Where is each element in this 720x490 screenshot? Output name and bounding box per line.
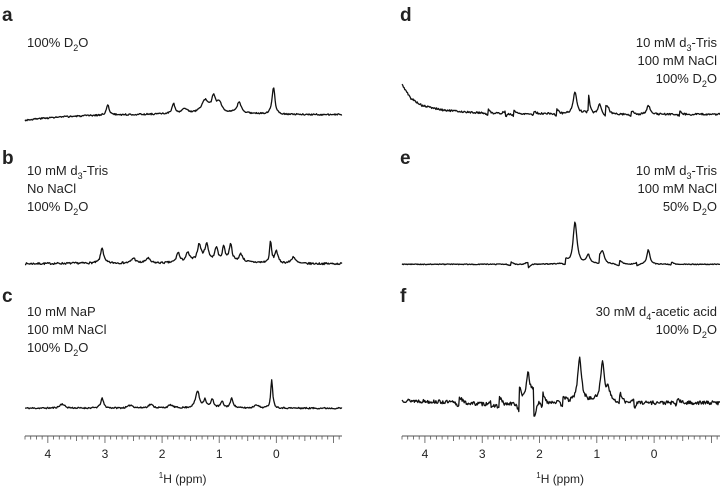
panel-label: a xyxy=(2,5,13,26)
panel-label: c xyxy=(2,286,13,307)
spectrum-trace xyxy=(25,379,343,410)
condition-line: 100 mM NaCl xyxy=(27,322,107,337)
panel-label: f xyxy=(400,286,407,307)
condition-line: 30 mM d4-acetic acid xyxy=(596,304,717,322)
x-axis-label: 1H (ppm) xyxy=(159,471,207,486)
condition-line: 10 mM d3-Tris xyxy=(636,35,718,53)
condition-line: 100 mM NaCl xyxy=(638,53,718,68)
tick-label: 2 xyxy=(159,447,166,461)
condition-line: 100% D2O xyxy=(27,35,88,53)
panel-label: b xyxy=(2,148,14,169)
condition-line: 100% D2O xyxy=(27,199,88,217)
tick-label: 3 xyxy=(102,447,109,461)
panel-label: d xyxy=(400,5,412,26)
tick-label: 2 xyxy=(536,447,543,461)
spectrum-trace xyxy=(401,83,720,118)
tick-label: 4 xyxy=(45,447,52,461)
spectrum-trace xyxy=(24,87,343,122)
x-axis-left: 4 3 2 1 0 1H (ppm) xyxy=(24,435,342,486)
panel-c: c 10 mM NaP 100 mM NaCl 100% D2O xyxy=(2,286,343,410)
spectrum-trace xyxy=(401,356,720,417)
tick-label: 3 xyxy=(479,447,486,461)
condition-line: 100 mM NaCl xyxy=(638,181,718,196)
condition-line: 10 mM d3-Tris xyxy=(636,163,718,181)
tick-label: 4 xyxy=(422,447,429,461)
condition-line: No NaCl xyxy=(27,181,76,196)
tick-label: 0 xyxy=(651,447,658,461)
condition-line: 100% D2O xyxy=(27,340,88,358)
tick-label: 0 xyxy=(273,447,280,461)
condition-line: 100% D2O xyxy=(656,71,717,89)
tick-label: 1 xyxy=(216,447,223,461)
condition-line: 10 mM NaP xyxy=(27,304,96,319)
spectrum-trace xyxy=(24,240,343,266)
tick-label: 1 xyxy=(593,447,600,461)
condition-line: 10 mM d3-Tris xyxy=(27,163,109,181)
panel-label: e xyxy=(400,148,411,169)
x-axis-label: 1H (ppm) xyxy=(536,471,584,486)
condition-line: 50% D2O xyxy=(663,199,717,217)
spectrum-trace xyxy=(401,221,720,269)
condition-line: 100% D2O xyxy=(656,322,717,340)
x-axis-right: 4 3 2 1 0 1H (ppm) xyxy=(401,435,720,486)
panel-a: a 100% D2O xyxy=(2,5,343,122)
